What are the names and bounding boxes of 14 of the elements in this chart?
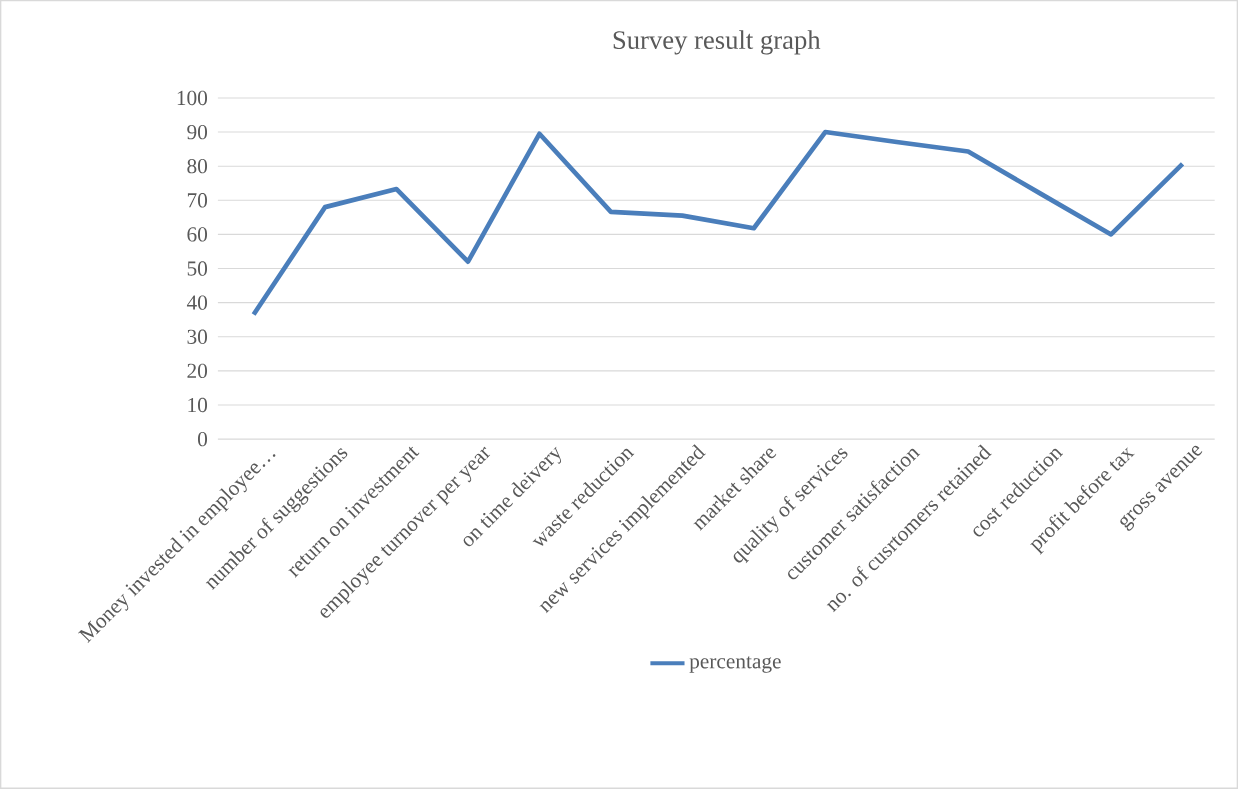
- y-tick-label: 50: [187, 261, 208, 276]
- y-tick-label: 10: [188, 397, 208, 413]
- y-tick-label: 100: [177, 90, 208, 106]
- chart-title: Survey result graph: [613, 30, 821, 55]
- line-series: [251, 129, 1185, 317]
- y-tick-label: 90: [187, 124, 208, 140]
- y-tick-label: 30: [187, 329, 208, 344]
- y-tick-label: 0: [198, 431, 208, 447]
- y-tick-label: 40: [186, 295, 208, 310]
- y-tick-label: 60: [187, 227, 208, 242]
- y-tick-label: 80: [187, 159, 208, 174]
- y-tick-label: 70: [187, 193, 208, 208]
- legend-label: percentage: [689, 656, 781, 673]
- y-tick-label: 20: [187, 363, 208, 379]
